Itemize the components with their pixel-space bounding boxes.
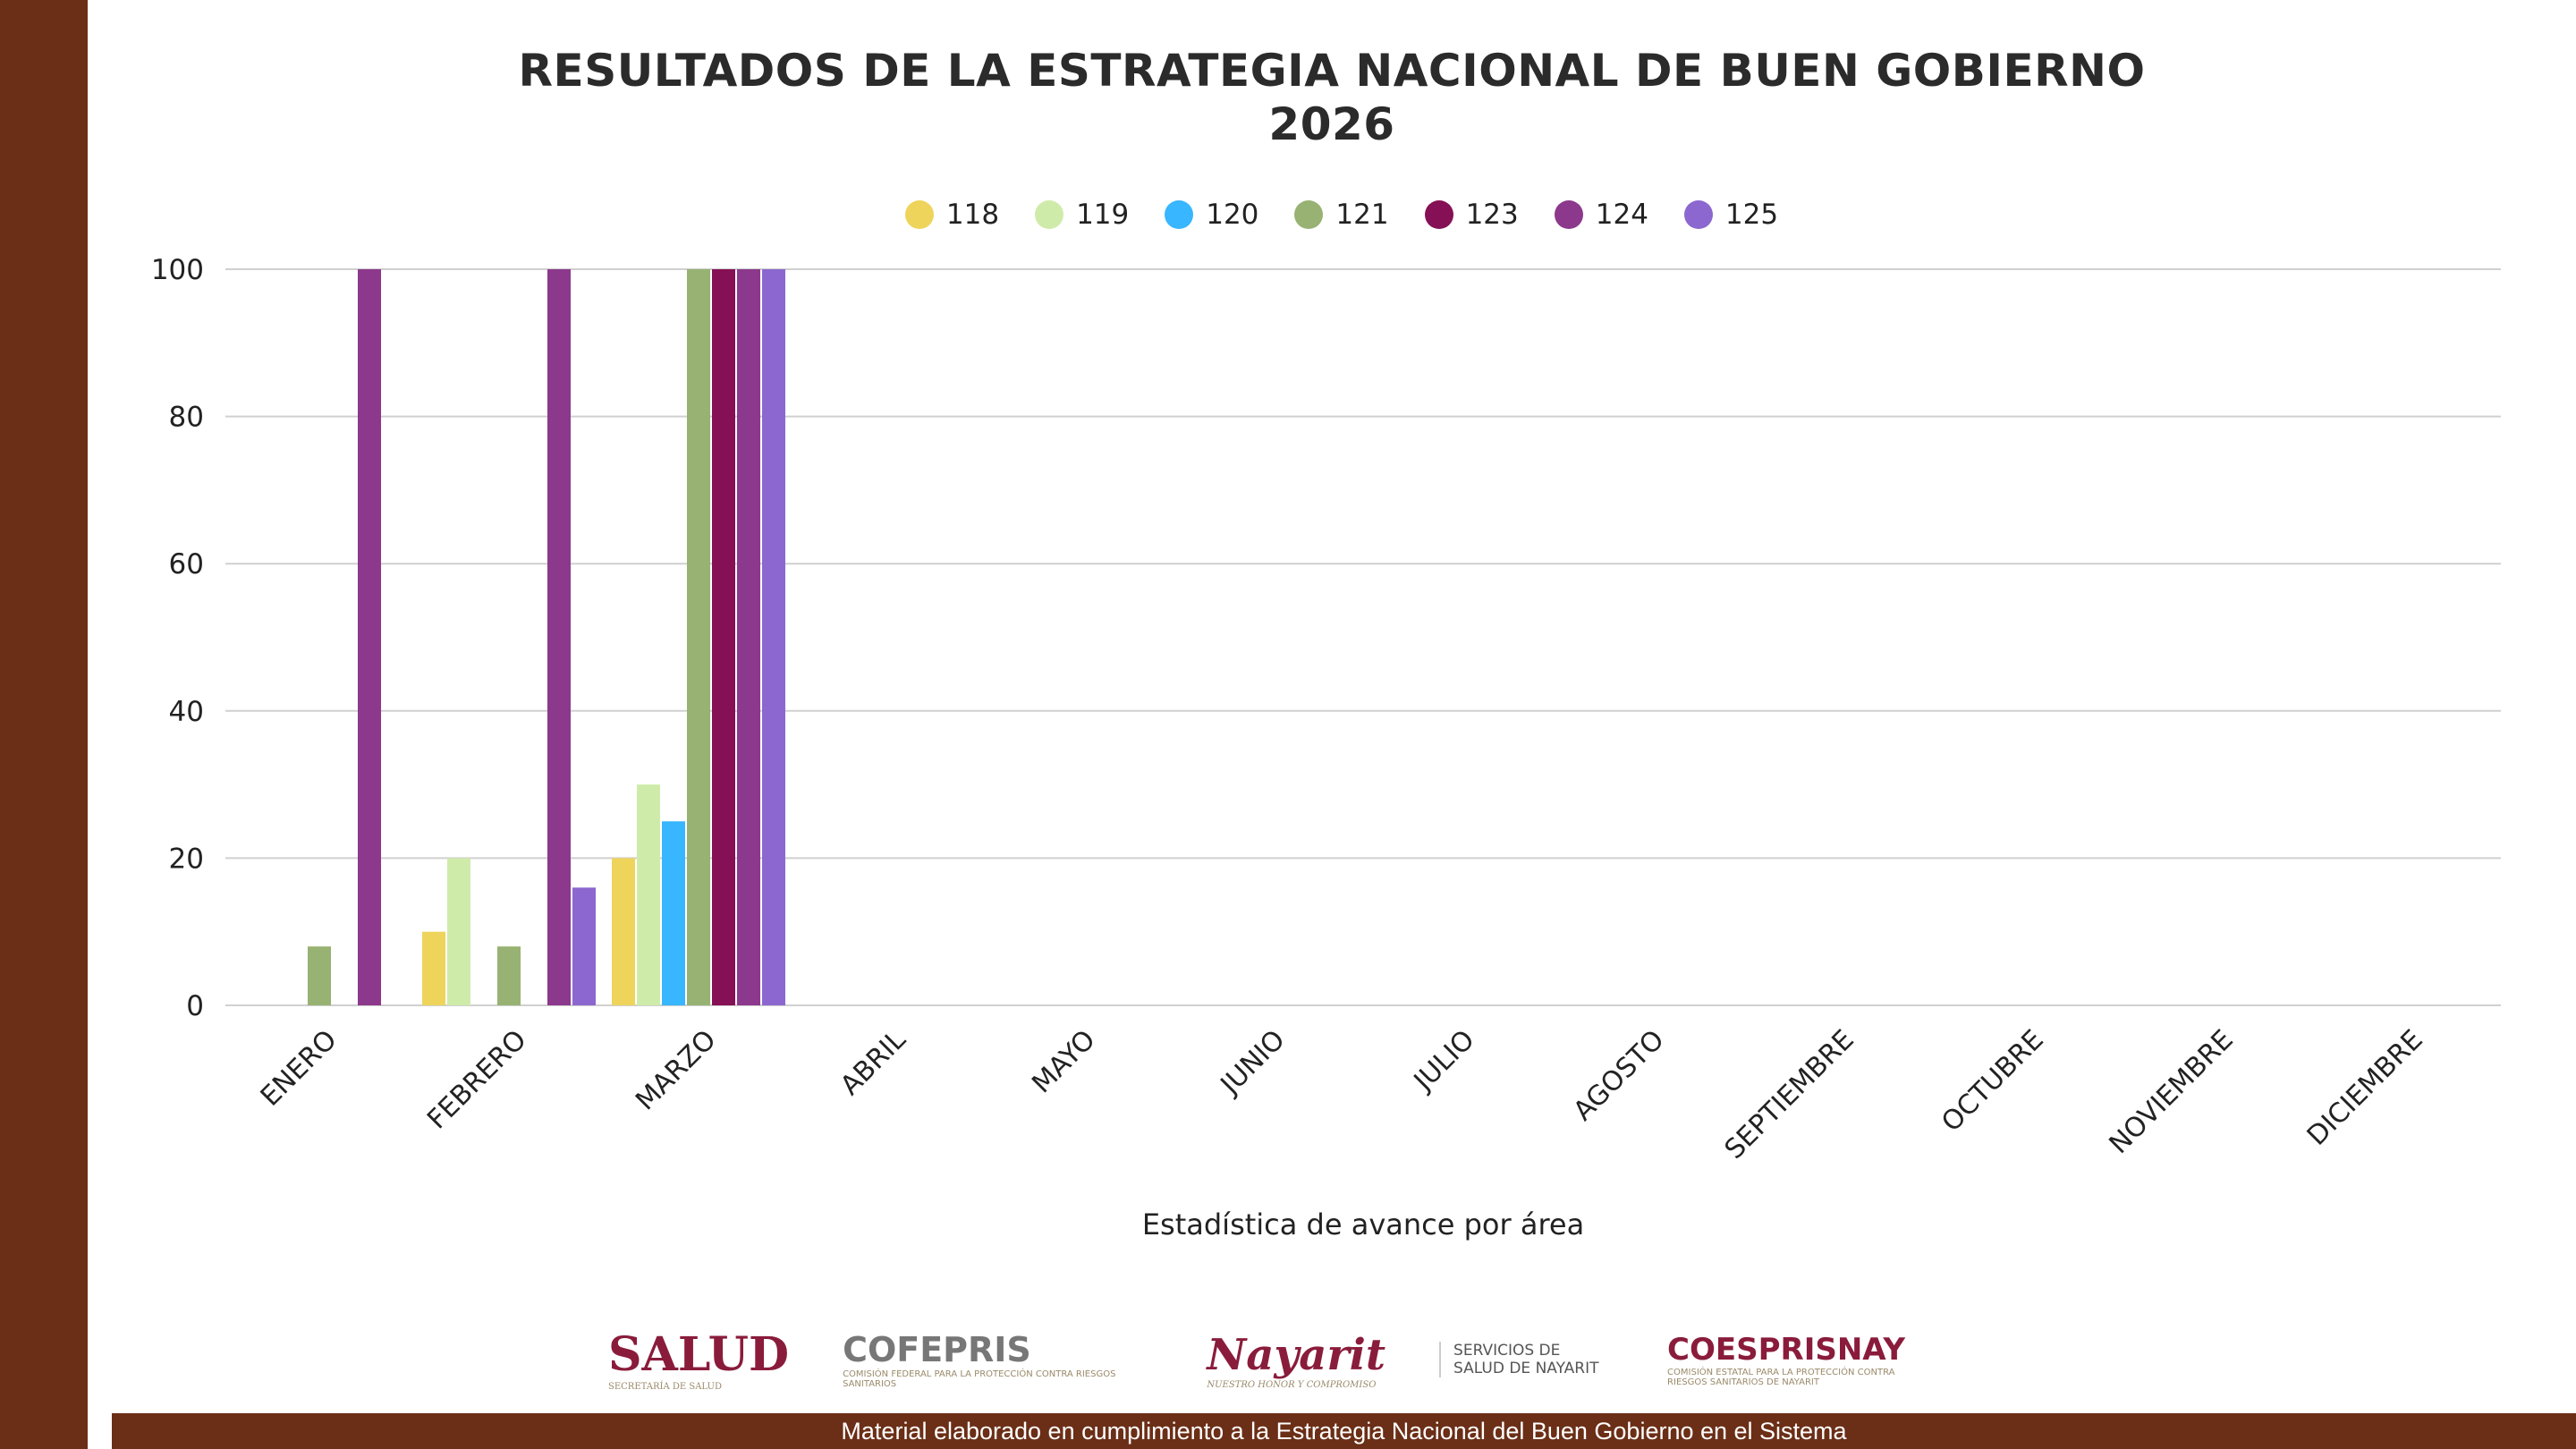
- x-tick-label: JULIO: [1407, 1024, 1481, 1098]
- bar-119-marzo: [637, 784, 660, 1005]
- bar-121-febrero: [497, 946, 521, 1005]
- legend-item: 123: [1424, 199, 1519, 231]
- legend-swatch: [1554, 200, 1583, 229]
- legend-item: 120: [1165, 199, 1258, 231]
- chart-subtitle: 2026: [1268, 98, 1395, 150]
- salud-logo: SALUD SECRETARÍA DE SALUD: [608, 1327, 790, 1392]
- bar-125-febrero: [572, 887, 596, 1005]
- y-tick-label: 20: [169, 843, 204, 875]
- chart-title: RESULTADOS DE LA ESTRATEGIA NACIONAL DE …: [518, 45, 2146, 97]
- x-tick-label: AGOSTO: [1568, 1024, 1671, 1127]
- legend-label: 124: [1595, 199, 1648, 231]
- nayarit-logo: Nayarit NUESTRO HONOR Y COMPROMISO: [1207, 1329, 1386, 1390]
- footer-bar: Material elaborado en cumplimiento a la …: [112, 1413, 2576, 1449]
- x-tick-label: MARZO: [630, 1024, 723, 1117]
- legend-item: 124: [1554, 199, 1648, 231]
- side-accent-bar: [0, 0, 88, 1449]
- legend-swatch: [1683, 200, 1713, 229]
- legend-label: 118: [945, 199, 1000, 231]
- legend-swatch: [1165, 200, 1194, 229]
- legend-label: 123: [1465, 199, 1519, 231]
- legend-item: 121: [1294, 199, 1389, 231]
- y-tick-label: 80: [169, 402, 204, 434]
- x-tick-label: FEBRERO: [421, 1024, 532, 1135]
- legend-item: 119: [1035, 199, 1129, 231]
- legend-item: 125: [1683, 199, 1779, 231]
- bar-118-febrero: [422, 931, 445, 1005]
- bar-124-marzo: [737, 269, 760, 1005]
- x-axis-title: Estadística de avance por área: [1142, 1208, 1584, 1241]
- y-tick-label: 0: [186, 990, 204, 1022]
- x-tick-label: JUNIO: [1214, 1024, 1292, 1102]
- bar-124-febrero: [547, 269, 571, 1005]
- legend-swatch: [904, 200, 934, 229]
- bar-121-marzo: [687, 269, 710, 1005]
- x-tick-label: ENERO: [255, 1024, 343, 1113]
- legend-label: 121: [1335, 199, 1389, 231]
- bar-118-marzo: [612, 858, 635, 1005]
- x-tick-label: DICIEMBRE: [2301, 1024, 2429, 1152]
- bar-chart: 0 20 40 60 80 100 ENERO FEBRERO MARZO ABRIL MAYO JU…: [151, 254, 2501, 1241]
- x-tick-label: OCTUBRE: [1936, 1024, 2049, 1138]
- bar-120-marzo: [662, 821, 685, 1005]
- legend-label: 125: [1724, 199, 1779, 231]
- x-tick-label: MAYO: [1026, 1024, 1101, 1099]
- bar-124-enero: [358, 269, 381, 1005]
- legend-swatch: [1424, 200, 1453, 229]
- x-tick-label: SEPTIEMBRE: [1719, 1024, 1860, 1165]
- cofepris-logo: COFEPRIS COMISIÓN FEDERAL PARA LA PROTECC…: [843, 1330, 1116, 1389]
- bar-125-marzo: [762, 269, 785, 1005]
- legend-item: 118: [904, 199, 1000, 231]
- bar-121-enero: [308, 946, 331, 1005]
- y-tick-label: 40: [169, 696, 204, 728]
- legend-swatch: [1294, 200, 1324, 229]
- coesprisnay-logo: COESPRISNAY COMISIÓN ESTATAL PARA LA PROT…: [1667, 1332, 1905, 1387]
- y-tick-label: 60: [169, 548, 204, 580]
- x-tick-label: ABRIL: [835, 1024, 912, 1102]
- bar-119-febrero: [447, 858, 470, 1005]
- servicios-salud-logo: SERVICIOS DE SALUD DE NAYARIT: [1439, 1342, 1614, 1377]
- x-tick-label: NOVIEMBRE: [2104, 1024, 2240, 1160]
- legend-label: 119: [1076, 199, 1130, 231]
- legend: 118 119 120 121 123 124 125: [0, 199, 2576, 231]
- y-tick-label: 100: [151, 254, 204, 286]
- bar-123-marzo: [712, 269, 735, 1005]
- footer-logos: SALUD SECRETARÍA DE SALUD COFEPRIS COMISIÓ…: [608, 1324, 1905, 1395]
- legend-swatch: [1035, 200, 1064, 229]
- legend-label: 120: [1206, 199, 1259, 231]
